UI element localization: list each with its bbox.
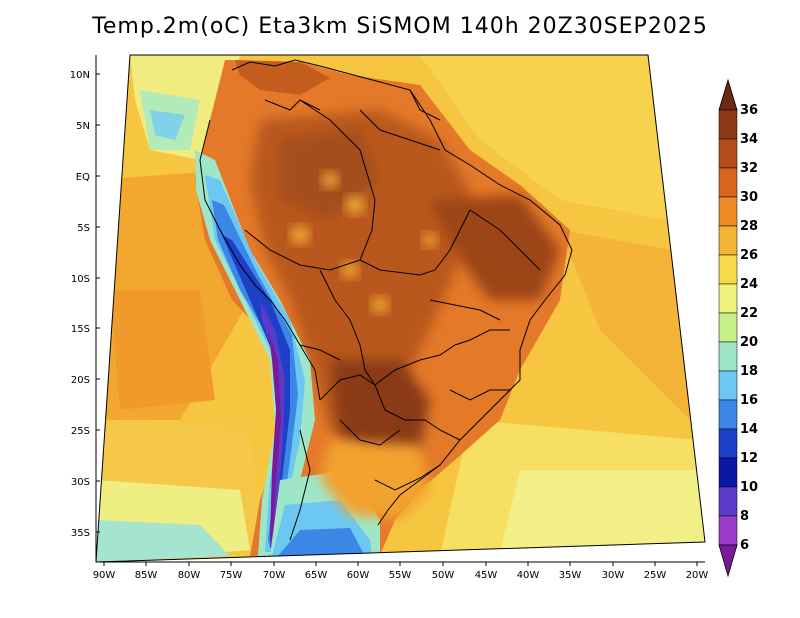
lon-label: 45W	[475, 570, 498, 581]
colorbar-bottom-arrow	[718, 544, 738, 578]
colorbar-top-arrow	[718, 78, 738, 111]
lon-label: 75W	[220, 570, 243, 581]
colorbar-segment	[718, 515, 738, 546]
map-title: Temp.2m(oC) Eta3km SiSMOM 140h 20Z30SEP2…	[92, 14, 708, 39]
map-frame	[95, 54, 706, 563]
colorbar-segment	[718, 370, 738, 401]
lat-label: 20S	[71, 375, 90, 386]
lon-label: 25W	[644, 570, 667, 581]
colorbar-segment	[718, 167, 738, 198]
colorbar-segment	[718, 109, 738, 140]
temperature-field	[96, 55, 705, 562]
lon-label: 65W	[305, 570, 328, 581]
colorbar-label: 24	[740, 277, 758, 292]
lon-label: 85W	[135, 570, 158, 581]
colorbar-label: 8	[740, 509, 749, 524]
colorbar-segment	[718, 225, 738, 256]
colorbar-segment	[718, 196, 738, 227]
lon-label: 35W	[559, 570, 582, 581]
colorbar-label: 10	[740, 480, 758, 495]
lon-label: 30W	[602, 570, 625, 581]
lat-label: 5N	[76, 121, 90, 132]
lon-label: 90W	[93, 570, 116, 581]
colorbar-label: 18	[740, 364, 758, 379]
lon-label: 40W	[517, 570, 540, 581]
lon-label: 20W	[686, 570, 709, 581]
colorbar-label: 16	[740, 393, 758, 408]
colorbar-segment	[718, 486, 738, 517]
lat-label: 35S	[71, 528, 90, 539]
colorbar-segment	[718, 457, 738, 488]
country-borders	[199, 59, 573, 541]
colorbar-segment	[718, 341, 738, 372]
colorbar-label: 26	[740, 248, 758, 263]
colorbar-label: 14	[740, 422, 758, 437]
lat-label: 10N	[70, 70, 90, 81]
lat-label: EQ	[76, 172, 90, 183]
colorbar-label: 34	[740, 132, 758, 147]
lon-label: 70W	[263, 570, 286, 581]
colorbar-label: 6	[740, 538, 749, 553]
lon-label: 80W	[178, 570, 201, 581]
colorbar-label: 28	[740, 219, 758, 234]
colorbar-label: 12	[740, 451, 758, 466]
lon-label: 60W	[347, 570, 370, 581]
lat-label: 25S	[71, 426, 90, 437]
lat-label: 10S	[71, 274, 90, 285]
colorbar-segment	[718, 428, 738, 459]
colorbar-label: 22	[740, 306, 758, 321]
colorbar-label: 30	[740, 190, 758, 205]
lat-label: 30S	[71, 477, 90, 488]
colorbar-segment	[718, 138, 738, 169]
colorbar-segment	[718, 283, 738, 314]
longitude-axis: 90W 85W 80W 75W 70W 65W 60W 55W 50W 45W …	[93, 562, 709, 581]
lon-label: 50W	[432, 570, 455, 581]
colorbar-label: 20	[740, 335, 758, 350]
colorbar-label: 36	[740, 103, 758, 118]
lat-label: 5S	[77, 223, 90, 234]
colorbar-label: 32	[740, 161, 758, 176]
colorbar-segment	[718, 312, 738, 343]
latitude-axis: 10N 5N EQ 5S 10S 15S 20S 25S 30S 35S	[70, 70, 100, 539]
lon-label: 55W	[389, 570, 412, 581]
lat-label: 15S	[71, 324, 90, 335]
colorbar-segment	[718, 254, 738, 285]
colorbar: 36 34 32 30 28 26 24 22 20 18 16 14 12 1…	[718, 78, 758, 578]
colorbar-segment	[718, 399, 738, 430]
